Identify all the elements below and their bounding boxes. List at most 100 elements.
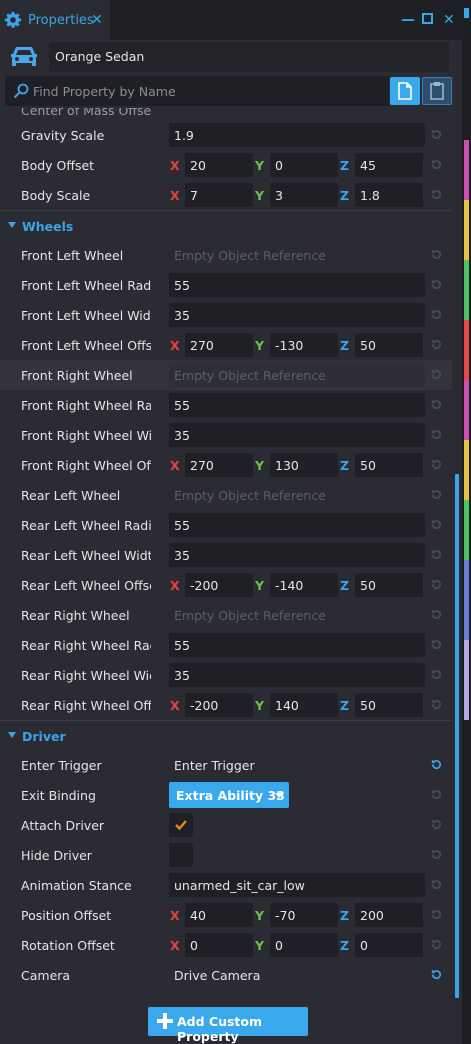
x-value-field[interactable]: 7 xyxy=(185,183,253,207)
object-reference-field[interactable]: Empty Object Reference xyxy=(174,488,326,503)
y-value-field[interactable]: -70 xyxy=(270,903,338,927)
hide-driver-checkbox[interactable] xyxy=(169,843,193,867)
z-value-field[interactable]: 50 xyxy=(355,573,423,597)
y-value-field[interactable]: 3 xyxy=(270,183,338,207)
property-row-position-offset: Position Offset X 40 Y -70 Z 200 xyxy=(0,900,452,930)
property-search-field[interactable]: Find Property by Name xyxy=(5,76,389,106)
object-header: Orange Sedan xyxy=(0,40,462,76)
reset-icon[interactable] xyxy=(430,398,443,411)
value-field[interactable]: 55 xyxy=(169,393,425,417)
reset-icon[interactable] xyxy=(430,188,443,201)
reset-icon[interactable] xyxy=(430,908,443,921)
z-axis-label: Z xyxy=(340,908,350,923)
scrollbar[interactable] xyxy=(455,474,459,998)
reset-icon[interactable] xyxy=(430,278,443,291)
reset-icon[interactable] xyxy=(430,788,443,801)
value-field[interactable]: Drive Camera xyxy=(174,968,261,983)
x-value-field[interactable]: 20 xyxy=(185,153,253,177)
attach-driver-checkbox[interactable] xyxy=(169,813,193,837)
reset-icon[interactable] xyxy=(430,638,443,651)
x-value-field[interactable]: 40 xyxy=(185,903,253,927)
z-value-field[interactable]: 50 xyxy=(355,333,423,357)
y-value-field[interactable]: -140 xyxy=(270,573,338,597)
y-value-field[interactable]: 0 xyxy=(270,153,338,177)
y-value-field[interactable]: 140 xyxy=(270,693,338,717)
reset-icon[interactable] xyxy=(430,428,443,441)
copy-properties-button[interactable] xyxy=(390,77,420,105)
z-value-field[interactable]: 200 xyxy=(355,903,423,927)
value-field[interactable]: 35 xyxy=(169,303,425,327)
close-window-icon[interactable]: ✕ xyxy=(443,12,455,28)
reset-icon[interactable] xyxy=(430,338,443,351)
reset-icon[interactable] xyxy=(430,848,443,861)
y-value-field[interactable]: 0 xyxy=(270,933,338,957)
z-value-field[interactable]: 45 xyxy=(355,153,423,177)
object-reference-field[interactable]: Empty Object Reference xyxy=(169,363,425,387)
section-driver[interactable]: Driver xyxy=(0,720,452,750)
x-component: X -200 xyxy=(170,573,253,597)
property-row-camera: Camera Drive Camera xyxy=(0,960,452,990)
reset-icon[interactable] xyxy=(430,308,443,321)
z-value-field[interactable]: 50 xyxy=(355,453,423,477)
reset-icon[interactable] xyxy=(430,458,443,471)
value-field[interactable]: 35 xyxy=(169,423,425,447)
reset-icon[interactable] xyxy=(430,608,443,621)
reset-icon[interactable] xyxy=(430,518,443,531)
tab-properties[interactable]: Properties ✕ xyxy=(0,0,110,40)
close-tab-icon[interactable]: ✕ xyxy=(91,12,103,28)
reset-icon[interactable] xyxy=(430,248,443,261)
exit-binding-dropdown[interactable]: Extra Ability 33 xyxy=(169,782,289,808)
value-field[interactable]: 55 xyxy=(169,513,425,537)
object-name-field[interactable]: Orange Sedan xyxy=(49,42,449,72)
maximize-icon[interactable] xyxy=(422,13,433,24)
value-field[interactable]: 35 xyxy=(169,543,425,567)
value-field[interactable]: Enter Trigger xyxy=(174,758,255,773)
value-field[interactable]: unarmed_sit_car_low xyxy=(169,873,425,897)
minimize-icon[interactable]: — xyxy=(401,12,415,28)
property-row-exit-binding: Exit Binding Extra Ability 33 xyxy=(0,780,452,810)
reset-icon[interactable] xyxy=(430,668,443,681)
reset-icon[interactable] xyxy=(430,698,443,711)
reset-icon[interactable] xyxy=(430,158,443,171)
paste-properties-button[interactable] xyxy=(422,77,452,105)
reset-icon[interactable] xyxy=(430,968,443,981)
property-row-hide-driver: Hide Driver xyxy=(0,840,452,870)
z-value-field[interactable]: 0 xyxy=(355,933,423,957)
reset-icon[interactable] xyxy=(430,758,443,771)
reset-icon[interactable] xyxy=(430,818,443,831)
value-field[interactable]: 35 xyxy=(169,663,425,687)
reset-icon[interactable] xyxy=(430,938,443,951)
y-value-field[interactable]: 130 xyxy=(270,453,338,477)
reset-icon[interactable] xyxy=(430,368,443,381)
z-value-field[interactable]: 50 xyxy=(355,693,423,717)
property-row-body-offset: Body Offset X 20 Y 0 Z 45 xyxy=(0,150,452,180)
add-custom-property-button[interactable]: Add Custom Property xyxy=(148,1007,308,1044)
reset-icon[interactable] xyxy=(430,128,443,141)
section-wheels[interactable]: Wheels xyxy=(0,210,452,240)
value-field[interactable]: 55 xyxy=(169,273,425,297)
expand-arrow-icon[interactable] xyxy=(8,222,16,228)
x-component: X 20 xyxy=(170,153,253,177)
expand-arrow-icon[interactable] xyxy=(8,732,16,738)
z-value-field[interactable]: 1.8 xyxy=(355,183,423,207)
property-label: Rear Left Wheel Radius xyxy=(21,518,151,533)
reset-icon[interactable] xyxy=(430,548,443,561)
x-value-field[interactable]: 0 xyxy=(185,933,253,957)
z-axis-label: Z xyxy=(340,698,350,713)
value-field[interactable]: 1.9 xyxy=(169,123,425,147)
x-value-field[interactable]: 270 xyxy=(185,333,253,357)
x-value-field[interactable]: 270 xyxy=(185,453,253,477)
y-component: Y -140 xyxy=(255,573,338,597)
x-value-field[interactable]: -200 xyxy=(185,693,253,717)
x-value-field[interactable]: -200 xyxy=(185,573,253,597)
object-reference-field[interactable]: Empty Object Reference xyxy=(174,608,326,623)
value-field[interactable]: 55 xyxy=(169,633,425,657)
reset-icon[interactable] xyxy=(430,488,443,501)
reset-icon[interactable] xyxy=(430,578,443,591)
reset-icon[interactable] xyxy=(430,878,443,891)
section-title: Wheels xyxy=(22,219,74,234)
object-reference-field[interactable]: Empty Object Reference xyxy=(174,248,326,263)
y-value-field[interactable]: -130 xyxy=(270,333,338,357)
property-row-front-left-wheel-radius: Front Left Wheel Radius 55 xyxy=(0,270,452,300)
x-component: X -200 xyxy=(170,693,253,717)
